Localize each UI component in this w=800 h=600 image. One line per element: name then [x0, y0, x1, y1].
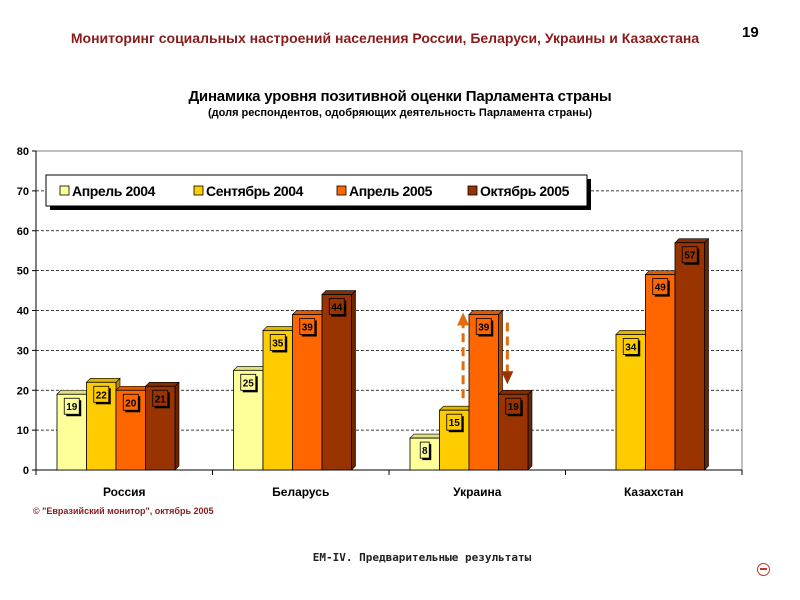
- data-label: 35: [272, 338, 284, 349]
- x-tick-label: Россия: [103, 485, 146, 499]
- bar: [292, 314, 323, 471]
- data-label-box: [152, 389, 169, 407]
- y-tick-label: 30: [17, 345, 29, 357]
- data-label: 20: [125, 398, 137, 409]
- data-label: 25: [243, 378, 255, 389]
- data-label-box: [419, 441, 430, 459]
- bar-top: [321, 290, 357, 295]
- bar-top: [468, 310, 504, 315]
- data-label-box: [240, 373, 257, 391]
- bar-top: [644, 270, 680, 275]
- chart-subtitle: (доля респондентов, одобряющих деятельно…: [207, 107, 593, 119]
- legend-swatch: [59, 185, 70, 196]
- bar-top: [144, 381, 180, 387]
- bar-top: [232, 366, 268, 371]
- bar: [468, 314, 499, 471]
- data-label-box: [93, 385, 110, 403]
- end-show-button[interactable]: [757, 563, 770, 576]
- bar-side: [704, 237, 709, 471]
- data-label-box: [652, 278, 669, 296]
- page-number: 19: [742, 24, 759, 41]
- bar: [115, 389, 146, 471]
- data-label: 19: [508, 402, 520, 413]
- legend-swatch: [193, 185, 204, 196]
- bar-side: [527, 389, 533, 471]
- y-tick-label: 80: [17, 146, 29, 158]
- source-note: © "Евразийский монитор", октябрь 2005: [33, 506, 214, 516]
- y-tick-label: 40: [17, 306, 29, 318]
- bar-top: [438, 405, 474, 411]
- bar: [615, 334, 646, 471]
- bar-top: [674, 238, 710, 244]
- legend-label: Апрель 2004: [72, 183, 156, 199]
- bar: [674, 242, 705, 471]
- data-label-box: [122, 393, 139, 411]
- bar: [321, 294, 352, 471]
- y-tick-label: 70: [17, 186, 29, 198]
- legend: [45, 174, 588, 207]
- data-label-box: [269, 334, 286, 351]
- legend-label: Сентябрь 2004: [206, 183, 304, 199]
- bar-top: [262, 326, 298, 331]
- data-label-box: [328, 298, 345, 315]
- bar-top: [409, 433, 445, 439]
- y-tick-label: 0: [23, 465, 29, 477]
- data-label: 39: [478, 322, 490, 333]
- data-label: 39: [302, 322, 314, 333]
- data-label-box: [63, 397, 80, 415]
- data-label: 49: [655, 283, 667, 294]
- chart-title: Динамика уровня позитивной оценки Парлам…: [188, 88, 612, 105]
- data-label-box: [622, 338, 639, 355]
- data-label: 57: [684, 251, 696, 262]
- x-tick-label: Украина: [453, 485, 502, 499]
- data-label: 15: [449, 418, 461, 429]
- bar-side: [174, 381, 180, 471]
- data-label-box: [505, 397, 522, 415]
- bar-top: [56, 389, 92, 395]
- bar-top: [85, 377, 121, 383]
- header-title: Мониторинг социальных настроений населен…: [70, 30, 700, 46]
- y-tick-label: 20: [17, 385, 29, 397]
- bar-top: [291, 310, 327, 315]
- data-label-box: [681, 246, 698, 264]
- data-label: 8: [422, 446, 428, 457]
- bar: [645, 274, 676, 471]
- y-tick-label: 60: [17, 226, 29, 238]
- data-label-box: [475, 318, 492, 335]
- x-tick-label: Беларусь: [272, 485, 329, 499]
- legend-swatch: [467, 185, 478, 196]
- data-label-box: [299, 318, 316, 335]
- y-tick-label: 50: [17, 266, 29, 278]
- footer-text: ЕМ-IV. Предварительные результаты: [312, 551, 532, 564]
- bar-top: [615, 330, 651, 335]
- bar: [262, 330, 293, 471]
- data-label: 34: [625, 342, 637, 353]
- bar-top: [115, 385, 151, 391]
- y-tick-label: 10: [17, 425, 29, 437]
- legend-label: Октябрь 2005: [480, 183, 570, 199]
- trend-arrow-down-head: [501, 371, 514, 385]
- bar-side: [351, 289, 356, 471]
- bar-top: [497, 389, 533, 395]
- legend-label: Апрель 2005: [349, 183, 433, 199]
- data-label: 19: [66, 402, 78, 413]
- data-label: 22: [96, 390, 108, 401]
- data-label: 21: [155, 394, 167, 405]
- data-label-box: [446, 413, 463, 431]
- x-tick-label: Казахстан: [624, 485, 684, 499]
- data-label: 44: [331, 303, 343, 314]
- legend-swatch: [336, 185, 347, 196]
- trend-arrow-up-head: [457, 312, 470, 326]
